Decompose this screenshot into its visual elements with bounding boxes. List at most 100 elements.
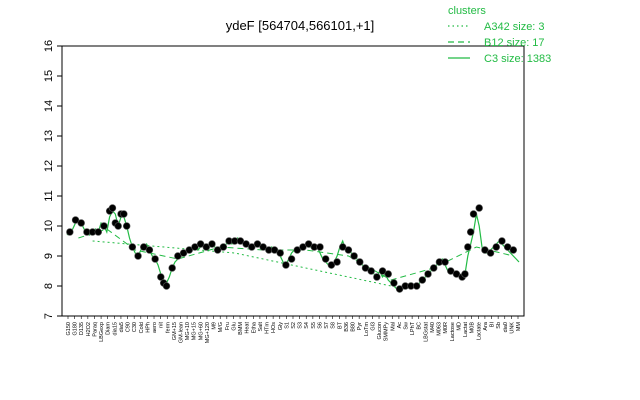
x-tick-label: MG+60	[198, 322, 204, 340]
y-tick-label: 8	[43, 283, 55, 289]
x-tick-label: Gly	[278, 322, 284, 331]
data-point	[253, 240, 262, 248]
data-point	[196, 240, 205, 248]
x-tick-label: Salt	[258, 322, 264, 332]
x-tick-label: LBGstat	[423, 322, 429, 342]
x-tick-label: HOs	[271, 322, 277, 333]
data-point	[384, 270, 392, 278]
data-point	[395, 285, 404, 293]
data-point	[276, 249, 284, 257]
x-tick-label: S5	[311, 322, 317, 329]
x-tick-label: ferm	[165, 322, 171, 333]
x-tick-label: Mal	[390, 322, 396, 331]
data-point	[179, 249, 188, 257]
x-tick-label: S6	[317, 322, 323, 329]
x-tick-label: GM-lean	[179, 322, 185, 343]
data-point	[162, 282, 171, 290]
x-tick-label: Diam	[106, 322, 112, 335]
legend-label: C3 size: 1383	[484, 53, 551, 65]
x-tick-label: S1	[284, 322, 290, 329]
x-tick-label: M0R	[443, 322, 449, 334]
data-point	[344, 246, 353, 254]
y-tick-label: 16	[43, 40, 55, 52]
legend-title: clusters	[448, 5, 486, 17]
data-point	[361, 264, 370, 272]
data-point	[174, 252, 182, 260]
x-tick-label: G180	[73, 322, 79, 335]
x-tick-label: LPhT	[410, 321, 416, 335]
data-point	[100, 222, 108, 230]
x-tick-label: Cold	[139, 322, 145, 333]
legend-label: A342 size: 3	[484, 21, 545, 33]
data-point	[390, 279, 398, 287]
data-point	[134, 252, 142, 260]
data-point	[66, 228, 74, 236]
x-tick-label: BT	[337, 321, 343, 329]
x-tick-label: Lactate	[476, 322, 482, 340]
x-tick-label: Lactat	[463, 322, 469, 337]
data-point	[475, 204, 483, 212]
x-tick-label: Ac	[397, 322, 403, 329]
x-tick-label: S8	[331, 322, 337, 329]
data-point	[464, 243, 472, 251]
y-tick-label: 12	[43, 160, 55, 172]
x-tick-label: Glucon	[377, 322, 383, 339]
data-point	[447, 267, 455, 275]
data-point	[503, 243, 512, 251]
x-tick-label: BI	[490, 322, 496, 328]
x-tick-label: nit	[159, 322, 165, 328]
x-tick-label: B80	[351, 322, 357, 332]
data-point	[461, 270, 469, 278]
x-tick-label: M/G	[218, 322, 224, 332]
data-point	[151, 255, 159, 263]
data-point	[350, 252, 358, 260]
data-point	[430, 264, 438, 272]
data-point	[327, 261, 336, 269]
data-point	[108, 204, 117, 212]
data-point	[373, 273, 381, 281]
y-axis: 7 8 9 10 11 12 13 14 15 16	[43, 40, 62, 319]
data-point	[418, 276, 427, 284]
x-tick-label: C90	[126, 322, 132, 332]
data-point	[259, 243, 267, 251]
data-point	[140, 243, 148, 251]
data-point	[339, 243, 347, 251]
y-tick-label: 15	[43, 70, 55, 82]
data-point	[71, 216, 80, 224]
x-tick-label: Glu	[231, 322, 237, 331]
x-tick-label: HTm	[265, 322, 271, 334]
data-points	[66, 204, 518, 293]
y-tick-label: 13	[43, 130, 55, 142]
data-point	[299, 243, 307, 251]
data-point	[287, 255, 296, 263]
y-tick-label: 11	[43, 190, 55, 201]
legend: clusters A342 size: 3 B12 size: 17 C3 size…	[448, 5, 551, 65]
x-tick-label: Etha	[251, 321, 257, 333]
x-tick-label: LoTm	[364, 322, 370, 336]
data-point	[191, 243, 199, 251]
x-tick-label: dia5	[119, 322, 125, 332]
data-point	[321, 255, 330, 263]
x-tick-label: GM+15	[172, 322, 178, 340]
x-tick-label: Lactose	[450, 322, 456, 341]
data-point	[452, 270, 461, 278]
data-point	[145, 246, 154, 254]
x-tick-label: HPh	[145, 322, 151, 333]
data-point	[248, 243, 256, 251]
x-tick-label: M40	[430, 322, 436, 333]
data-point	[282, 261, 290, 269]
x-tick-label: MM	[516, 322, 522, 332]
x-tick-label: S7	[324, 322, 330, 329]
data-point	[168, 264, 176, 272]
series-lines	[66, 209, 520, 293]
x-tick-label: Ara	[483, 321, 489, 331]
data-point	[492, 243, 500, 251]
data-point	[316, 243, 324, 251]
x-tick-label: S4	[304, 322, 310, 329]
data-point	[128, 243, 137, 251]
x-tick-label: M9	[212, 322, 218, 330]
y-tick-label: 14	[43, 100, 55, 112]
data-point	[219, 243, 228, 251]
x-tick-label: S2	[291, 322, 297, 329]
